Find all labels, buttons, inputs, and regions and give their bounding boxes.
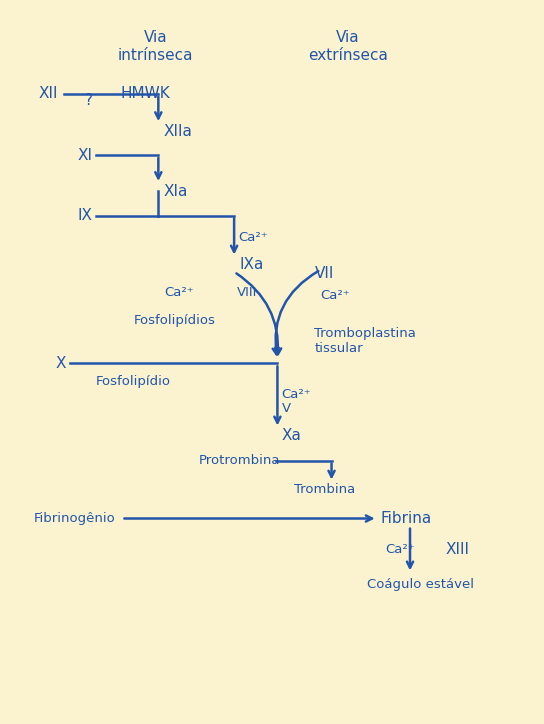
Text: VII: VII xyxy=(316,266,335,281)
Text: Protrombina: Protrombina xyxy=(199,454,281,467)
Text: XIa: XIa xyxy=(164,184,188,198)
Text: XII: XII xyxy=(38,86,58,101)
Text: IXa: IXa xyxy=(239,257,264,272)
Text: Fibrinogênio: Fibrinogênio xyxy=(34,512,116,525)
Text: XI: XI xyxy=(77,148,92,162)
Text: Trombina: Trombina xyxy=(294,483,355,496)
Text: Fibrina: Fibrina xyxy=(380,511,431,526)
Text: ?: ? xyxy=(85,93,93,109)
Text: Fosfolipídio: Fosfolipídio xyxy=(96,375,171,388)
Text: XIIa: XIIa xyxy=(164,124,193,139)
Text: Fosfolipídios: Fosfolipídios xyxy=(134,313,216,327)
Text: Ca²⁺: Ca²⁺ xyxy=(282,388,311,401)
Text: Ca²⁺: Ca²⁺ xyxy=(164,285,193,298)
Text: Ca²⁺: Ca²⁺ xyxy=(238,231,268,244)
Text: Via
extrínseca: Via extrínseca xyxy=(308,30,388,63)
Text: XIII: XIII xyxy=(445,542,469,557)
Text: HMWK: HMWK xyxy=(120,86,170,101)
Text: Ca²⁺: Ca²⁺ xyxy=(321,289,350,302)
Text: Ca²⁺: Ca²⁺ xyxy=(386,543,415,556)
Text: IX: IX xyxy=(77,208,92,223)
Text: V: V xyxy=(282,403,291,416)
Text: VIII: VIII xyxy=(237,285,257,298)
Text: X: X xyxy=(55,356,66,371)
Text: Xa: Xa xyxy=(282,428,301,443)
Text: Coágulo estável: Coágulo estável xyxy=(367,578,474,591)
Text: Tromboplastina
tissular: Tromboplastina tissular xyxy=(314,327,416,355)
Text: Via
intrínseca: Via intrínseca xyxy=(118,30,193,63)
